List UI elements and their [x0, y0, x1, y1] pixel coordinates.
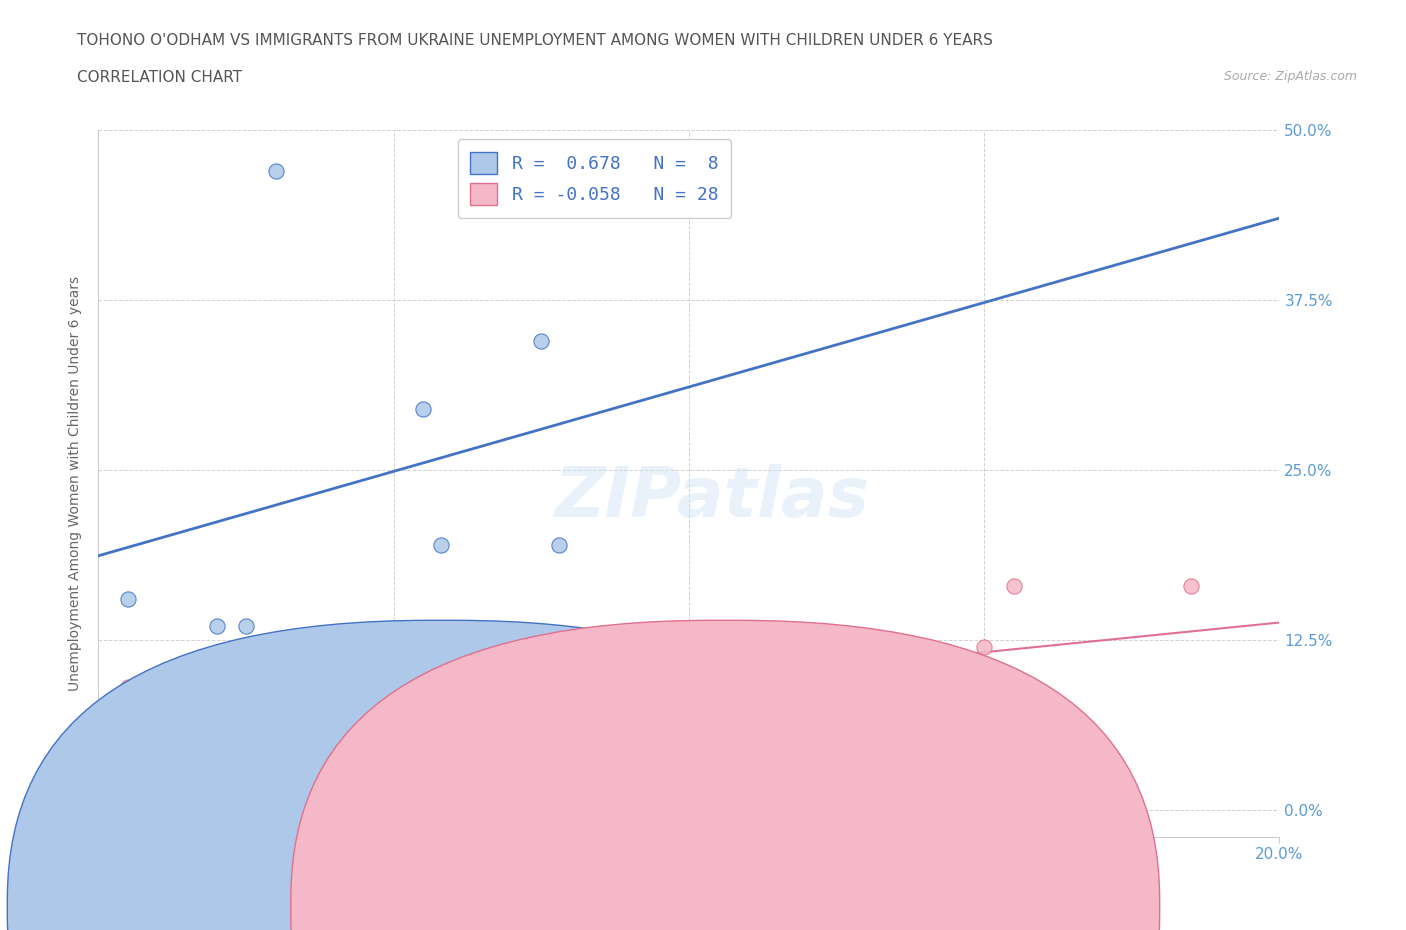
- Point: [471, 727, 494, 742]
- Point: [441, 748, 464, 763]
- Point: [1002, 578, 1025, 593]
- Point: [205, 659, 228, 674]
- Point: [98, 741, 121, 756]
- Point: [235, 776, 257, 790]
- Point: [146, 694, 169, 709]
- Point: [530, 334, 553, 349]
- Text: TOHONO O'ODHAM VS IMMIGRANTS FROM UKRAINE UNEMPLOYMENT AMONG WOMEN WITH CHILDREN: TOHONO O'ODHAM VS IMMIGRANTS FROM UKRAIN…: [77, 33, 993, 47]
- Text: Immigrants from Ukraine: Immigrants from Ukraine: [744, 899, 936, 914]
- Point: [430, 538, 453, 552]
- Point: [973, 639, 995, 654]
- Point: [264, 680, 287, 695]
- Point: [176, 694, 198, 709]
- Point: [353, 694, 375, 709]
- Y-axis label: Unemployment Among Women with Children Under 6 years: Unemployment Among Women with Children U…: [69, 276, 83, 691]
- Point: [323, 694, 346, 709]
- Point: [205, 680, 228, 695]
- Point: [294, 816, 316, 830]
- Point: [371, 694, 394, 709]
- Point: [412, 402, 434, 417]
- Legend: R =  0.678   N =  8, R = -0.058   N = 28: R = 0.678 N = 8, R = -0.058 N = 28: [458, 140, 731, 218]
- Point: [117, 591, 139, 606]
- Point: [87, 714, 110, 729]
- Point: [471, 721, 494, 736]
- Point: [412, 680, 434, 695]
- Point: [117, 680, 139, 695]
- Text: Tohono O'odham: Tohono O'odham: [460, 899, 588, 914]
- Point: [530, 782, 553, 797]
- Point: [1180, 578, 1202, 593]
- Text: CORRELATION CHART: CORRELATION CHART: [77, 70, 242, 85]
- Text: ZIPatlas: ZIPatlas: [555, 464, 870, 531]
- Point: [548, 538, 571, 552]
- Point: [264, 164, 287, 179]
- Point: [560, 714, 582, 729]
- Point: [135, 721, 157, 736]
- Point: [619, 714, 641, 729]
- Point: [382, 721, 405, 736]
- Point: [323, 714, 346, 729]
- Point: [501, 721, 523, 736]
- Text: Source: ZipAtlas.com: Source: ZipAtlas.com: [1223, 70, 1357, 83]
- Point: [264, 700, 287, 715]
- Point: [235, 618, 257, 633]
- Point: [205, 618, 228, 633]
